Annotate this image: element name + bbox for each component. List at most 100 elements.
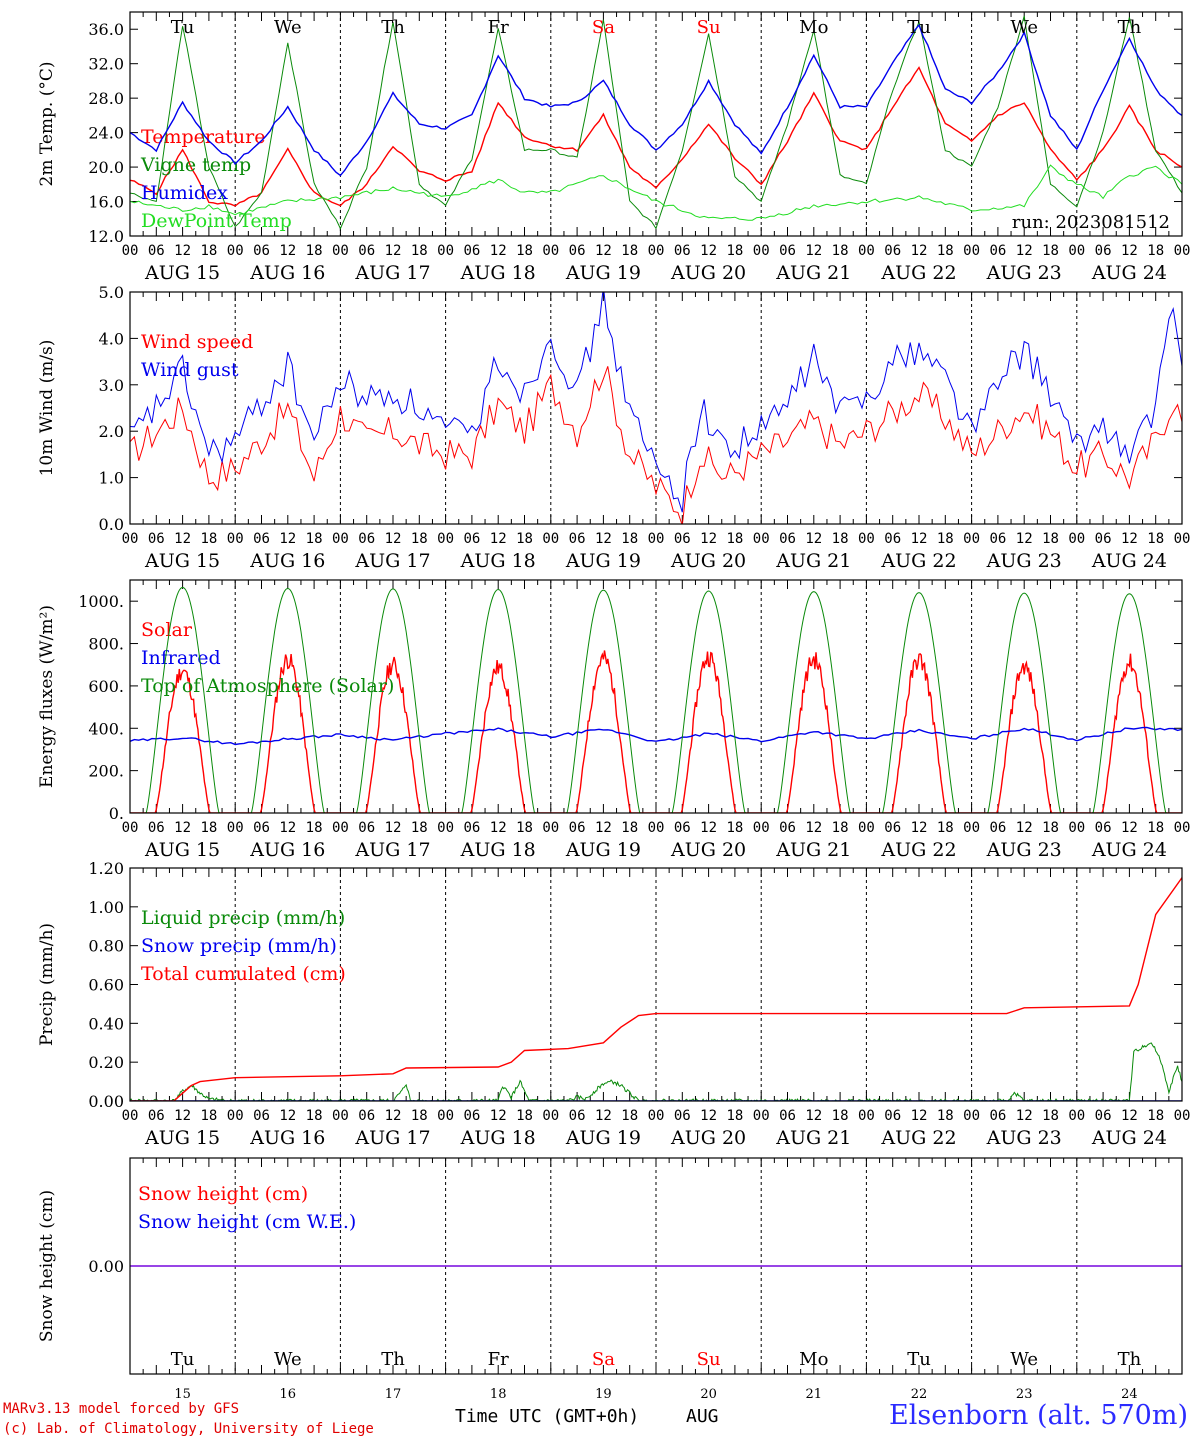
x-date-label: AUG 17 <box>354 1127 430 1149</box>
series-line-vigne-temp <box>130 15 1182 230</box>
x-date-label: AUG 15 <box>144 262 220 284</box>
y-tick-label: 28.0 <box>88 89 124 108</box>
panel-5: 0.00 Snow height (cm) Snow height (cm) Snow… <box>37 1157 1183 1402</box>
x-tick-label: 12 <box>595 243 612 259</box>
x-tick-label: 18 <box>200 531 217 547</box>
x-date-label: AUG 16 <box>249 839 325 861</box>
weekday-label: Th <box>1118 1349 1142 1370</box>
x-tick-label: 06 <box>569 531 586 547</box>
x-tick-label: 12 <box>1121 243 1138 259</box>
x-date-label: AUG 17 <box>354 550 430 572</box>
x-tick-label: 18 <box>832 243 849 259</box>
x-tick-label: 18 <box>937 243 954 259</box>
x-tick-label: 06 <box>463 243 480 259</box>
y-tick-label: 1.0 <box>99 469 124 488</box>
x-tick-label: 06 <box>989 531 1006 547</box>
y-tick-label: 16.0 <box>88 193 124 212</box>
x-tick-label: 00 <box>542 243 559 259</box>
y-tick-label: 0.00 <box>88 1257 124 1276</box>
x-date-label: AUG 19 <box>565 1127 641 1149</box>
x-date-label: AUG 21 <box>775 839 851 861</box>
x-tick-label: 18 <box>1042 531 1059 547</box>
x-tick-label: 00 <box>753 243 770 259</box>
x-tick-label: 06 <box>463 1108 480 1124</box>
x-date-label: AUG 19 <box>565 262 641 284</box>
x-date-label: AUG 22 <box>880 1127 956 1149</box>
x-tick-label: 12 <box>911 1108 928 1124</box>
x-tick-label: 18 <box>832 820 849 836</box>
x-tick-label: 12 <box>1016 243 1033 259</box>
x-tick-label: 18 <box>200 820 217 836</box>
weekday-label: Tu <box>171 17 195 38</box>
x-tick-label: 12 <box>1121 1108 1138 1124</box>
x-tick-label: 06 <box>779 531 796 547</box>
x-tick-label: 18 <box>306 531 323 547</box>
x-tick-label: 12 <box>385 820 402 836</box>
plot-frame <box>129 291 1183 525</box>
x-date-label: AUG 15 <box>144 839 220 861</box>
day-number-label: 17 <box>385 1387 402 1402</box>
series-line-dewpoint-temp <box>130 164 1182 221</box>
x-tick-label: 00 <box>648 820 665 836</box>
x-tick-label: 00 <box>437 820 454 836</box>
x-tick-label: 18 <box>621 531 638 547</box>
x-date-label: AUG 21 <box>775 262 851 284</box>
x-tick-label: 00 <box>753 1108 770 1124</box>
series-line-wind-speed <box>130 366 1182 524</box>
run-annotation: run: 2023081512 <box>1012 212 1170 233</box>
x-date-label: AUG 15 <box>144 550 220 572</box>
x-tick-label: 00 <box>963 1108 980 1124</box>
x-tick-label: 06 <box>569 1108 586 1124</box>
x-tick-label: 12 <box>174 1108 191 1124</box>
y-tick-label: 20.0 <box>88 158 124 177</box>
day-number-label: 18 <box>490 1387 507 1402</box>
weekday-label: Th <box>1118 17 1142 38</box>
x-tick-label: 18 <box>411 820 428 836</box>
x-tick-label: 18 <box>726 531 743 547</box>
panel-3: 0. 200. 400. 600. 800. 1000. Energy fluxes (W/… <box>37 579 1190 861</box>
legend-entry: Vigne temp <box>140 154 251 176</box>
x-tick-label: 00 <box>648 243 665 259</box>
x-date-label: AUG 23 <box>986 262 1062 284</box>
x-tick-label: 06 <box>148 531 165 547</box>
x-tick-label: 06 <box>674 531 691 547</box>
x-tick-label: 00 <box>753 531 770 547</box>
weekday-label: Fr <box>488 17 509 38</box>
panel-2: 0.0 1.0 2.0 3.0 4.0 5.0 10m Wind (m/s) Wind spe… <box>37 283 1190 572</box>
y-tick-label: 2.0 <box>99 422 124 441</box>
x-tick-label: 12 <box>805 1108 822 1124</box>
x-tick-label: 06 <box>358 531 375 547</box>
x-date-label: AUG 18 <box>460 550 536 572</box>
x-date-label: AUG 21 <box>775 550 851 572</box>
x-date-label: AUG 24 <box>1091 1127 1167 1149</box>
x-tick-label: 06 <box>674 243 691 259</box>
x-date-label: AUG 21 <box>775 1127 851 1149</box>
y-tick-label: 200. <box>88 762 124 781</box>
x-tick-label: 00 <box>963 243 980 259</box>
x-date-label: AUG 24 <box>1091 262 1167 284</box>
x-tick-label: 18 <box>937 1108 954 1124</box>
series-line-solar <box>130 650 1182 813</box>
plot-frame <box>129 867 1183 1102</box>
x-tick-label: 06 <box>779 820 796 836</box>
weekday-label: Sa <box>592 1349 615 1370</box>
y-axis-title: 2m Temp. (°C) <box>37 61 57 186</box>
x-tick-label: 12 <box>1016 531 1033 547</box>
legend-entry: Total cumulated (cm) <box>141 963 346 985</box>
series-line-temperature <box>130 66 1182 207</box>
x-tick-label: 18 <box>1042 1108 1059 1124</box>
x-tick-label: 18 <box>621 1108 638 1124</box>
series-line-wind-gust <box>130 292 1182 513</box>
x-tick-label: 00 <box>332 820 349 836</box>
x-tick-label: 12 <box>805 531 822 547</box>
x-tick-label: 06 <box>1095 531 1112 547</box>
x-tick-label: 12 <box>700 531 717 547</box>
x-tick-label: 12 <box>490 531 507 547</box>
x-tick-label: 12 <box>805 243 822 259</box>
x-tick-label: 12 <box>595 820 612 836</box>
x-tick-label: 18 <box>1147 820 1164 836</box>
y-tick-label: 800. <box>88 635 124 654</box>
x-tick-label: 00 <box>332 531 349 547</box>
x-tick-label: 18 <box>411 243 428 259</box>
